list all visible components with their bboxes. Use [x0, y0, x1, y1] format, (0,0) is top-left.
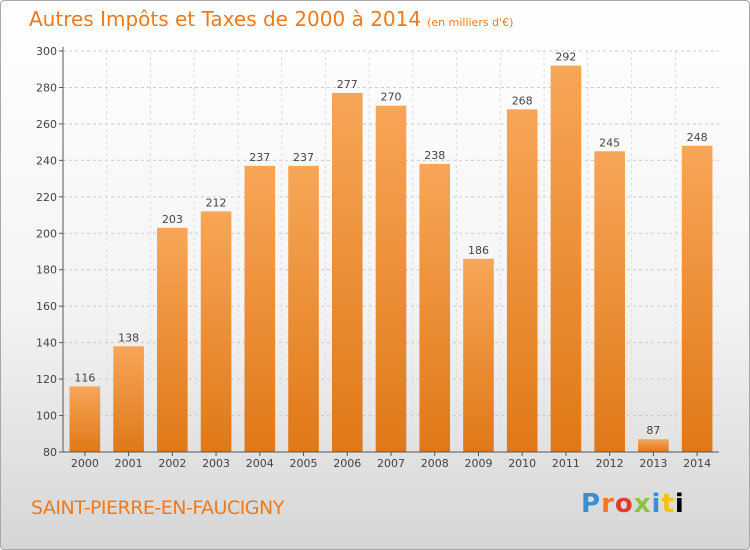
- x-tick-label: 2013: [639, 457, 667, 470]
- logo-letter: t: [661, 489, 675, 519]
- bar-value-label: 237: [249, 151, 270, 164]
- bar-value-label: 138: [118, 331, 139, 344]
- place-name: SAINT-PIERRE-EN-FAUCIGNY: [31, 497, 284, 519]
- x-tick-label: 2010: [508, 457, 536, 470]
- chart-title: Autres Impôts et Taxes de 2000 à 2014 (en…: [29, 7, 513, 31]
- x-tick-label: 2001: [115, 457, 143, 470]
- bar-value-label: 237: [293, 151, 314, 164]
- chart-unit: (en milliers d'€): [427, 16, 514, 29]
- bar: [69, 386, 101, 452]
- logo-letter: o: [614, 489, 634, 519]
- x-tick-label: 2014: [683, 457, 711, 470]
- bar: [419, 164, 451, 452]
- bar-value-label: 248: [687, 131, 708, 144]
- y-tick-label: 140: [36, 337, 57, 350]
- x-tick-label: 2007: [377, 457, 405, 470]
- y-tick-label: 120: [36, 373, 57, 386]
- y-tick-label: 220: [36, 191, 57, 204]
- x-tick-label: 2012: [596, 457, 624, 470]
- x-tick-label: 2008: [421, 457, 449, 470]
- bar: [638, 439, 669, 452]
- bar: [463, 258, 494, 452]
- y-tick-label: 200: [36, 227, 57, 240]
- x-tick-label: 2006: [333, 457, 361, 470]
- bar: [200, 211, 232, 452]
- x-tick-label: 2004: [246, 457, 274, 470]
- bar: [288, 165, 319, 452]
- bar: [506, 109, 538, 452]
- x-tick-label: 2002: [158, 457, 186, 470]
- bar: [594, 151, 625, 452]
- bars: [69, 65, 713, 453]
- y-tick-label: 300: [36, 45, 57, 58]
- logo-letter: i: [651, 489, 662, 519]
- x-tick-label: 2000: [71, 457, 99, 470]
- bar-value-label: 245: [599, 136, 620, 149]
- bar: [157, 227, 188, 452]
- chart-title-text: Autres Impôts et Taxes de 2000 à 2014: [29, 7, 422, 31]
- bar: [331, 92, 363, 452]
- x-tick-label: 2011: [552, 457, 580, 470]
- bar: [244, 165, 276, 452]
- y-tick-label: 180: [36, 264, 57, 277]
- y-tick-label: 240: [36, 154, 57, 167]
- bar: [550, 65, 582, 452]
- y-tick-label: 260: [36, 118, 57, 131]
- y-tick-label: 100: [36, 410, 57, 423]
- bar-value-label: 87: [646, 424, 660, 437]
- axes: [59, 47, 719, 456]
- bar-value-label: 277: [337, 78, 358, 91]
- proxiti-logo: Proxiti: [581, 489, 685, 519]
- logo-letter: x: [633, 489, 652, 519]
- bar-value-label: 116: [74, 371, 95, 384]
- bar-value-label: 186: [468, 244, 489, 257]
- bar-value-label: 270: [381, 91, 402, 104]
- logo-letter: P: [581, 489, 602, 519]
- labels: 80 100 120 140 160 180 200 220 240 260 280 300 116 20…: [36, 45, 711, 470]
- bar: [375, 105, 407, 452]
- logo-letter: r: [601, 489, 615, 519]
- bar-value-label: 203: [162, 213, 183, 226]
- x-tick-label: 2009: [464, 457, 492, 470]
- bar-value-label: 212: [206, 196, 227, 209]
- bar: [113, 346, 144, 452]
- x-tick-label: 2005: [290, 457, 318, 470]
- logo-letter: i: [674, 489, 685, 519]
- y-tick-label: 80: [43, 446, 57, 459]
- bar-value-label: 238: [424, 149, 445, 162]
- bar-value-label: 268: [512, 94, 533, 107]
- x-tick-label: 2003: [202, 457, 230, 470]
- bar-value-label: 292: [555, 51, 576, 64]
- y-tick-label: 280: [36, 81, 57, 94]
- bar: [681, 145, 713, 453]
- y-tick-label: 160: [36, 300, 57, 313]
